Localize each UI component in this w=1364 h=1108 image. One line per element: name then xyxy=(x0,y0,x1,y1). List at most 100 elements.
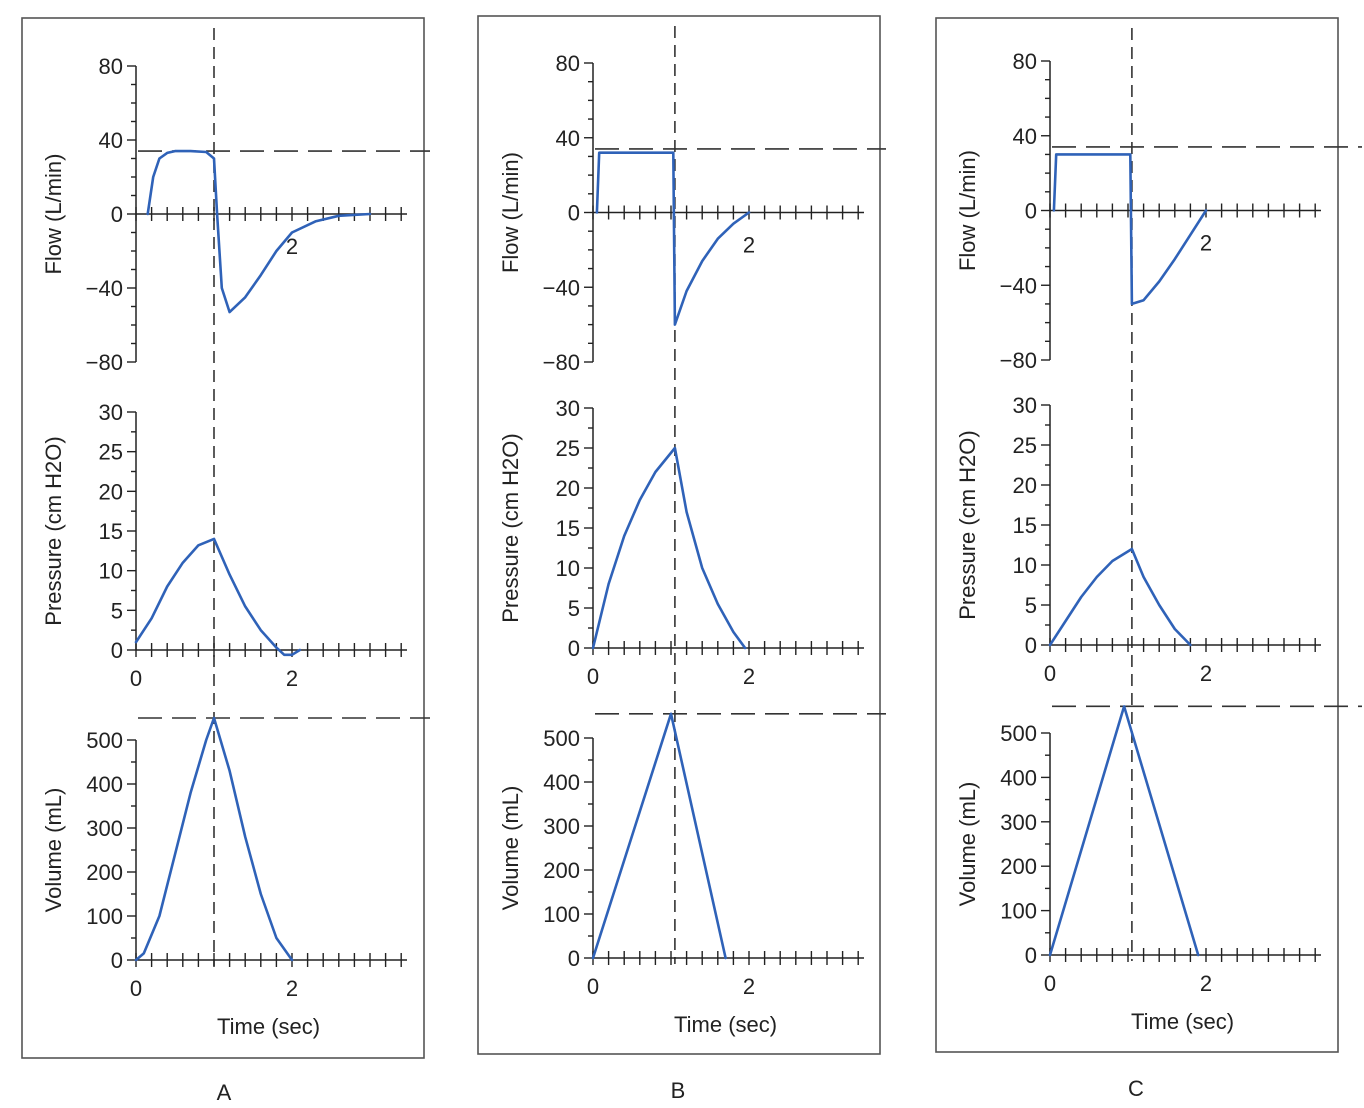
y-tick-label: 80 xyxy=(99,54,123,79)
y-tick-label: 500 xyxy=(1000,721,1037,746)
y-tick-label: 300 xyxy=(86,816,123,841)
volume-series-line xyxy=(591,712,727,960)
y-tick-label: 80 xyxy=(556,51,580,76)
y-tick-label: 20 xyxy=(1013,473,1037,498)
y-tick-label: −40 xyxy=(1000,273,1037,298)
y-tick-label: 0 xyxy=(568,636,580,661)
y-tick-label: 200 xyxy=(86,860,123,885)
y-axis-label: Volume (mL) xyxy=(41,788,66,913)
y-tick-label: 100 xyxy=(543,902,580,927)
volume-series-line xyxy=(1048,705,1200,957)
x-tick-label: 2 xyxy=(1200,971,1212,996)
y-tick-label: 10 xyxy=(99,559,123,584)
y-axis-label: Flow (L/min) xyxy=(955,150,980,271)
y-axis-label: Pressure (cm H2O) xyxy=(498,433,523,622)
y-tick-label: 30 xyxy=(556,396,580,421)
y-tick-label: 0 xyxy=(568,201,580,226)
y-tick-label: 5 xyxy=(1025,593,1037,618)
flow-series-line xyxy=(146,149,372,314)
y-tick-label: 500 xyxy=(543,726,580,751)
volume-plot: 500 400 300 200 100 0 Volume (mL) 0 2 xyxy=(955,705,1362,996)
panel-frame xyxy=(477,15,881,1055)
y-tick-label: 400 xyxy=(543,770,580,795)
pressure-plot: 30 25 20 15 10 5 0 Pressure (cm H2O) 0 2 xyxy=(955,393,1321,686)
time-annotation: 2 xyxy=(743,233,755,258)
y-tick-label: 0 xyxy=(111,638,123,663)
y-tick-label: 20 xyxy=(99,479,123,504)
y-tick-label: 0 xyxy=(111,948,123,973)
y-tick-label: 300 xyxy=(1000,810,1037,835)
pressure-series-line xyxy=(134,537,302,657)
flow-series-line xyxy=(1052,153,1208,306)
y-tick-label: 100 xyxy=(1000,899,1037,924)
pressure-plot: 30 25 20 15 10 5 0 Pressure (cm H2O) 0 2 xyxy=(498,396,864,689)
pressure-plot: 30 25 20 15 10 5 0 Pressure (cm H2O) 0 2 xyxy=(41,400,407,691)
y-tick-label: 400 xyxy=(86,772,123,797)
y-tick-label: 40 xyxy=(1013,124,1037,149)
volume-series-line xyxy=(134,716,294,962)
y-tick-label: 15 xyxy=(556,516,580,541)
volume-plot: 500 400 300 200 100 0 Volume (mL) 0 2 xyxy=(498,712,886,999)
flow-plot: 80 40 0 −40 −80 Flow (L/min) 2 xyxy=(955,49,1362,373)
flow-series-line xyxy=(595,151,751,326)
y-tick-label: 30 xyxy=(99,400,123,425)
y-tick-label: 0 xyxy=(111,202,123,227)
y-tick-label: 10 xyxy=(556,556,580,581)
y-tick-label: 5 xyxy=(111,598,123,623)
x-tick-label: 2 xyxy=(286,666,298,691)
y-tick-label: 0 xyxy=(1025,943,1037,968)
y-axis-label: Volume (mL) xyxy=(955,782,980,907)
y-tick-label: 200 xyxy=(543,858,580,883)
volume-plot: 500 400 300 200 100 0 Volume (mL) 0 2 xyxy=(41,716,430,1001)
panel-frame xyxy=(935,17,1339,1053)
x-tick-label: 0 xyxy=(1044,661,1056,686)
x-tick-label: 2 xyxy=(743,974,755,999)
y-tick-label: −80 xyxy=(543,350,580,375)
panel-label: A xyxy=(217,1080,232,1105)
x-axis-label: Time (sec) xyxy=(1131,1009,1234,1034)
y-axis-label: Pressure (cm H2O) xyxy=(955,430,980,619)
x-tick-label: 0 xyxy=(130,976,142,1001)
x-tick-label: 2 xyxy=(1200,661,1212,686)
flow-plot: 80 40 0 −40 −80 Flow (L/min) 2 xyxy=(41,54,430,375)
y-tick-label: −80 xyxy=(1000,348,1037,373)
x-tick-label: 2 xyxy=(743,664,755,689)
y-tick-label: 100 xyxy=(86,904,123,929)
y-tick-label: 40 xyxy=(556,126,580,151)
y-tick-label: 0 xyxy=(568,946,580,971)
y-tick-label: 10 xyxy=(1013,553,1037,578)
y-tick-label: 80 xyxy=(1013,49,1037,74)
panel-label: C xyxy=(1128,1076,1144,1101)
x-axis-label: Time (sec) xyxy=(217,1014,320,1039)
y-tick-label: 0 xyxy=(1025,199,1037,224)
y-tick-label: −80 xyxy=(86,350,123,375)
y-tick-label: 5 xyxy=(568,596,580,621)
x-tick-label: 0 xyxy=(587,974,599,999)
y-tick-label: 40 xyxy=(99,128,123,153)
time-annotation: 2 xyxy=(1200,231,1212,256)
y-axis-label: Volume (mL) xyxy=(498,786,523,911)
panel-label: B xyxy=(671,1078,686,1103)
x-axis-label: Time (sec) xyxy=(674,1012,777,1037)
pressure-series-line xyxy=(1048,547,1192,647)
x-tick-label: 0 xyxy=(1044,971,1056,996)
flow-plot: 80 40 0 −40 −80 Flow (L/min) 2 xyxy=(498,51,886,375)
y-tick-label: 15 xyxy=(99,519,123,544)
y-tick-label: 400 xyxy=(1000,765,1037,790)
y-tick-label: 25 xyxy=(556,436,580,461)
y-tick-label: 20 xyxy=(556,476,580,501)
y-axis-label: Flow (L/min) xyxy=(498,152,523,273)
x-tick-label: 2 xyxy=(286,976,298,1001)
y-tick-label: 0 xyxy=(1025,633,1037,658)
y-axis-label: Flow (L/min) xyxy=(41,153,66,274)
y-tick-label: −40 xyxy=(86,276,123,301)
y-tick-label: −40 xyxy=(543,275,580,300)
y-tick-label: 15 xyxy=(1013,513,1037,538)
y-tick-label: 30 xyxy=(1013,393,1037,418)
x-tick-label: 0 xyxy=(587,664,599,689)
y-tick-label: 25 xyxy=(99,440,123,465)
